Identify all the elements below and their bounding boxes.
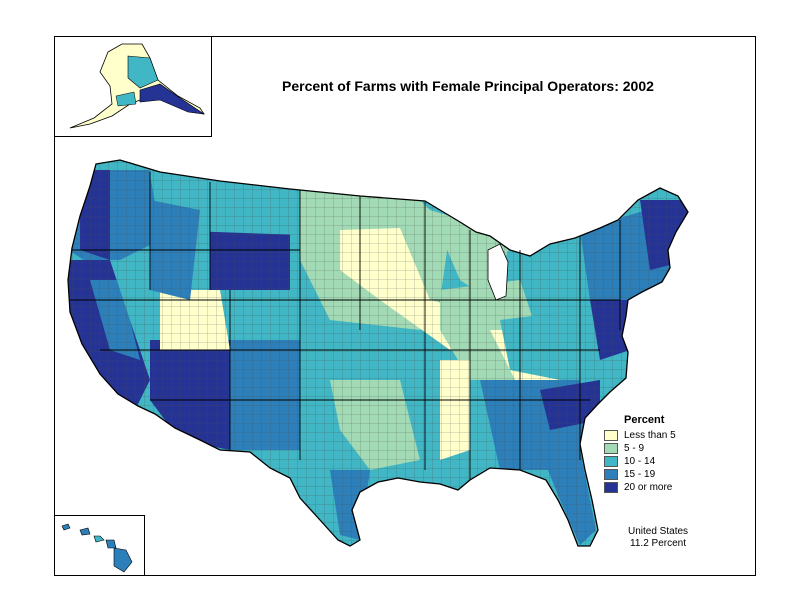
legend-item: 15 - 19 [604, 468, 676, 480]
legend-swatch [604, 468, 618, 480]
legend-swatch [604, 481, 618, 493]
legend-item: 5 - 9 [604, 442, 676, 454]
hawaii-map [61, 523, 133, 573]
state-borders [70, 172, 621, 480]
lake-michigan [487, 243, 509, 301]
hawaii-inset-frame [54, 515, 145, 576]
legend-item: Less than 5 [604, 429, 676, 441]
legend: Percent Less than 5 5 - 9 10 - 14 15 - 1… [604, 414, 676, 494]
legend-item: 10 - 14 [604, 455, 676, 467]
summary-value: 11.2 Percent [630, 538, 686, 549]
legend-label: 15 - 19 [624, 468, 656, 480]
legend-item: 20 or more [604, 481, 676, 493]
alaska-inset-frame [54, 36, 212, 137]
legend-swatch [604, 429, 618, 441]
legend-label: Less than 5 [624, 429, 676, 441]
legend-title: Percent [624, 414, 665, 426]
legend-label: 20 or more [624, 481, 673, 493]
map-title: Percent of Farms with Female Principal O… [282, 78, 654, 94]
legend-swatch [604, 455, 618, 467]
legend-swatch [604, 442, 618, 454]
national-summary: United States 11.2 Percent [628, 526, 688, 550]
alaska-map [69, 43, 205, 129]
legend-label: 5 - 9 [624, 442, 645, 454]
legend-label: 10 - 14 [624, 455, 656, 467]
contiguous-us [67, 159, 689, 547]
summary-region: United States [628, 526, 689, 537]
